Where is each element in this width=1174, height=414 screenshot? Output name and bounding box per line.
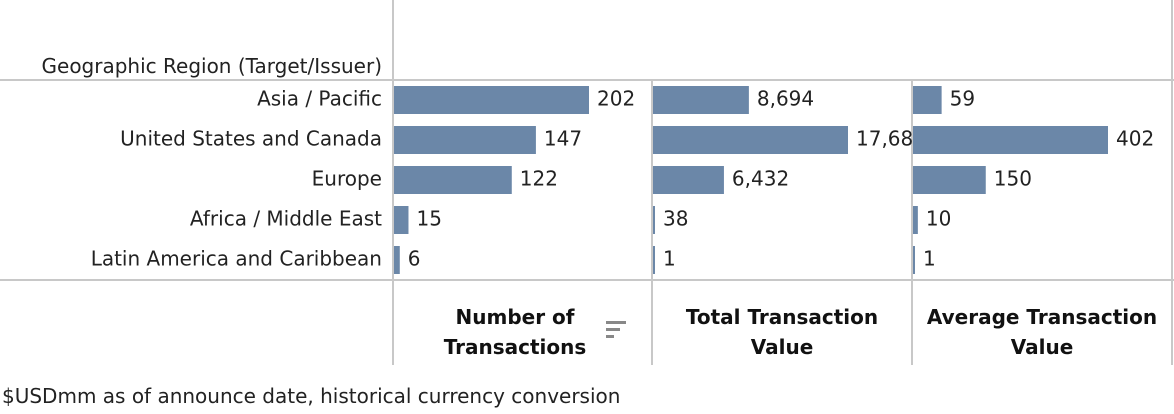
column-header[interactable]: Total Transaction Value bbox=[685, 305, 879, 359]
sort-icon[interactable] bbox=[606, 321, 626, 338]
bar bbox=[653, 246, 655, 274]
value-label: 15 bbox=[416, 207, 441, 231]
bar bbox=[913, 246, 915, 274]
bar bbox=[913, 126, 1108, 154]
bar bbox=[913, 206, 918, 234]
value-label: 6 bbox=[408, 247, 421, 271]
value-label: 1 bbox=[923, 247, 936, 271]
bar bbox=[394, 246, 400, 274]
value-label: 150 bbox=[994, 167, 1032, 191]
gridlines bbox=[0, 0, 1174, 365]
column-header[interactable]: Average Transaction Value bbox=[926, 305, 1158, 359]
bar bbox=[394, 166, 512, 194]
value-label: 38 bbox=[663, 207, 688, 231]
bar bbox=[653, 126, 848, 154]
bar bbox=[394, 86, 589, 114]
bar bbox=[913, 86, 942, 114]
value-label: 8,694 bbox=[757, 87, 814, 111]
bar bbox=[653, 166, 724, 194]
bar bbox=[913, 166, 986, 194]
bar bbox=[653, 86, 749, 114]
bar bbox=[653, 206, 655, 234]
row-label: Latin America and Caribbean bbox=[91, 247, 382, 271]
value-label: 147 bbox=[544, 127, 582, 151]
bar bbox=[394, 206, 409, 234]
row-label: Africa / Middle East bbox=[190, 207, 382, 231]
value-label: 1 bbox=[663, 247, 676, 271]
bar bbox=[394, 126, 536, 154]
row-label: Europe bbox=[312, 167, 382, 191]
value-label: 202 bbox=[597, 87, 635, 111]
row-label: United States and Canada bbox=[120, 127, 382, 151]
value-label: 122 bbox=[520, 167, 558, 191]
row-label: Asia / Pacific bbox=[257, 87, 382, 111]
footnote: $USDmm as of announce date, historical c… bbox=[2, 384, 621, 408]
column-header[interactable]: Number of Transactions bbox=[443, 305, 587, 359]
value-label: 10 bbox=[926, 207, 951, 231]
row-header: Geographic Region (Target/Issuer) bbox=[41, 54, 382, 78]
value-label: 402 bbox=[1116, 127, 1154, 151]
value-label: 6,432 bbox=[732, 167, 789, 191]
value-label: 59 bbox=[950, 87, 975, 111]
